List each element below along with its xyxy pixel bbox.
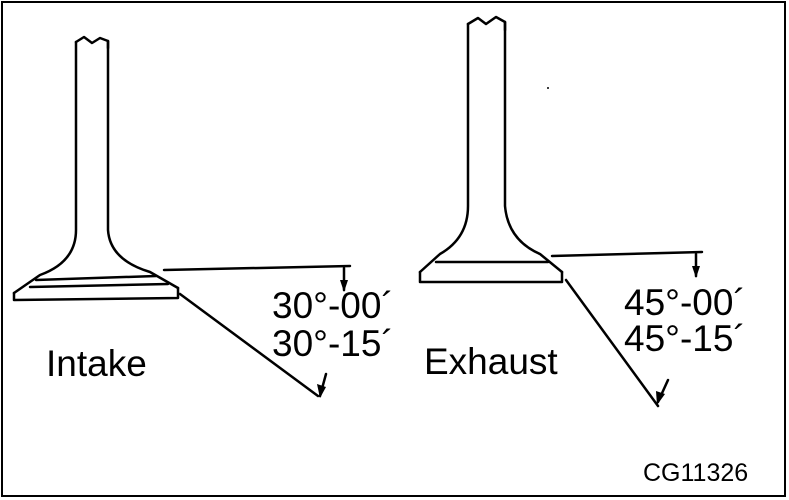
- exhaust-angle-max: 45°-15´: [624, 318, 746, 359]
- exhaust-arrowhead-bottom: [656, 391, 665, 405]
- intake-arrowhead-top: [340, 280, 348, 292]
- exhaust-valve-stem-right: [503, 20, 564, 274]
- intake-angle-min: 30°-00´: [272, 285, 394, 326]
- intake-valve-stem-right: [106, 39, 180, 290]
- exhaust-angle-min: 45°-00´: [624, 282, 746, 323]
- intake-valve-face-line: [34, 274, 158, 282]
- intake-arrowhead-bottom: [317, 384, 326, 398]
- intake-valve: [12, 35, 180, 302]
- exhaust-seat-angle-line: [564, 278, 660, 408]
- exhaust-valve-stem-left: [418, 22, 470, 274]
- exhaust-label: Exhaust: [424, 341, 558, 382]
- figure-code: CG11326: [643, 459, 749, 487]
- intake-angle-max: 30°-15´: [272, 323, 394, 364]
- intake-valve-stem-tip: [74, 35, 110, 50]
- intake-reference-line: [162, 264, 352, 272]
- exhaust-reference-line: [550, 250, 704, 258]
- intake-label: Intake: [46, 343, 147, 384]
- exhaust-valve-stem-tip: [466, 15, 507, 32]
- intake-valve-head: [12, 286, 180, 302]
- exhaust-valve-head: [418, 270, 564, 284]
- exhaust-arrowhead-top: [692, 266, 700, 278]
- intake-seat-angle-line: [178, 292, 320, 398]
- intake-angle-dimension: [162, 264, 352, 398]
- intake-valve-stem-left: [12, 40, 78, 295]
- exhaust-valve: [418, 15, 564, 284]
